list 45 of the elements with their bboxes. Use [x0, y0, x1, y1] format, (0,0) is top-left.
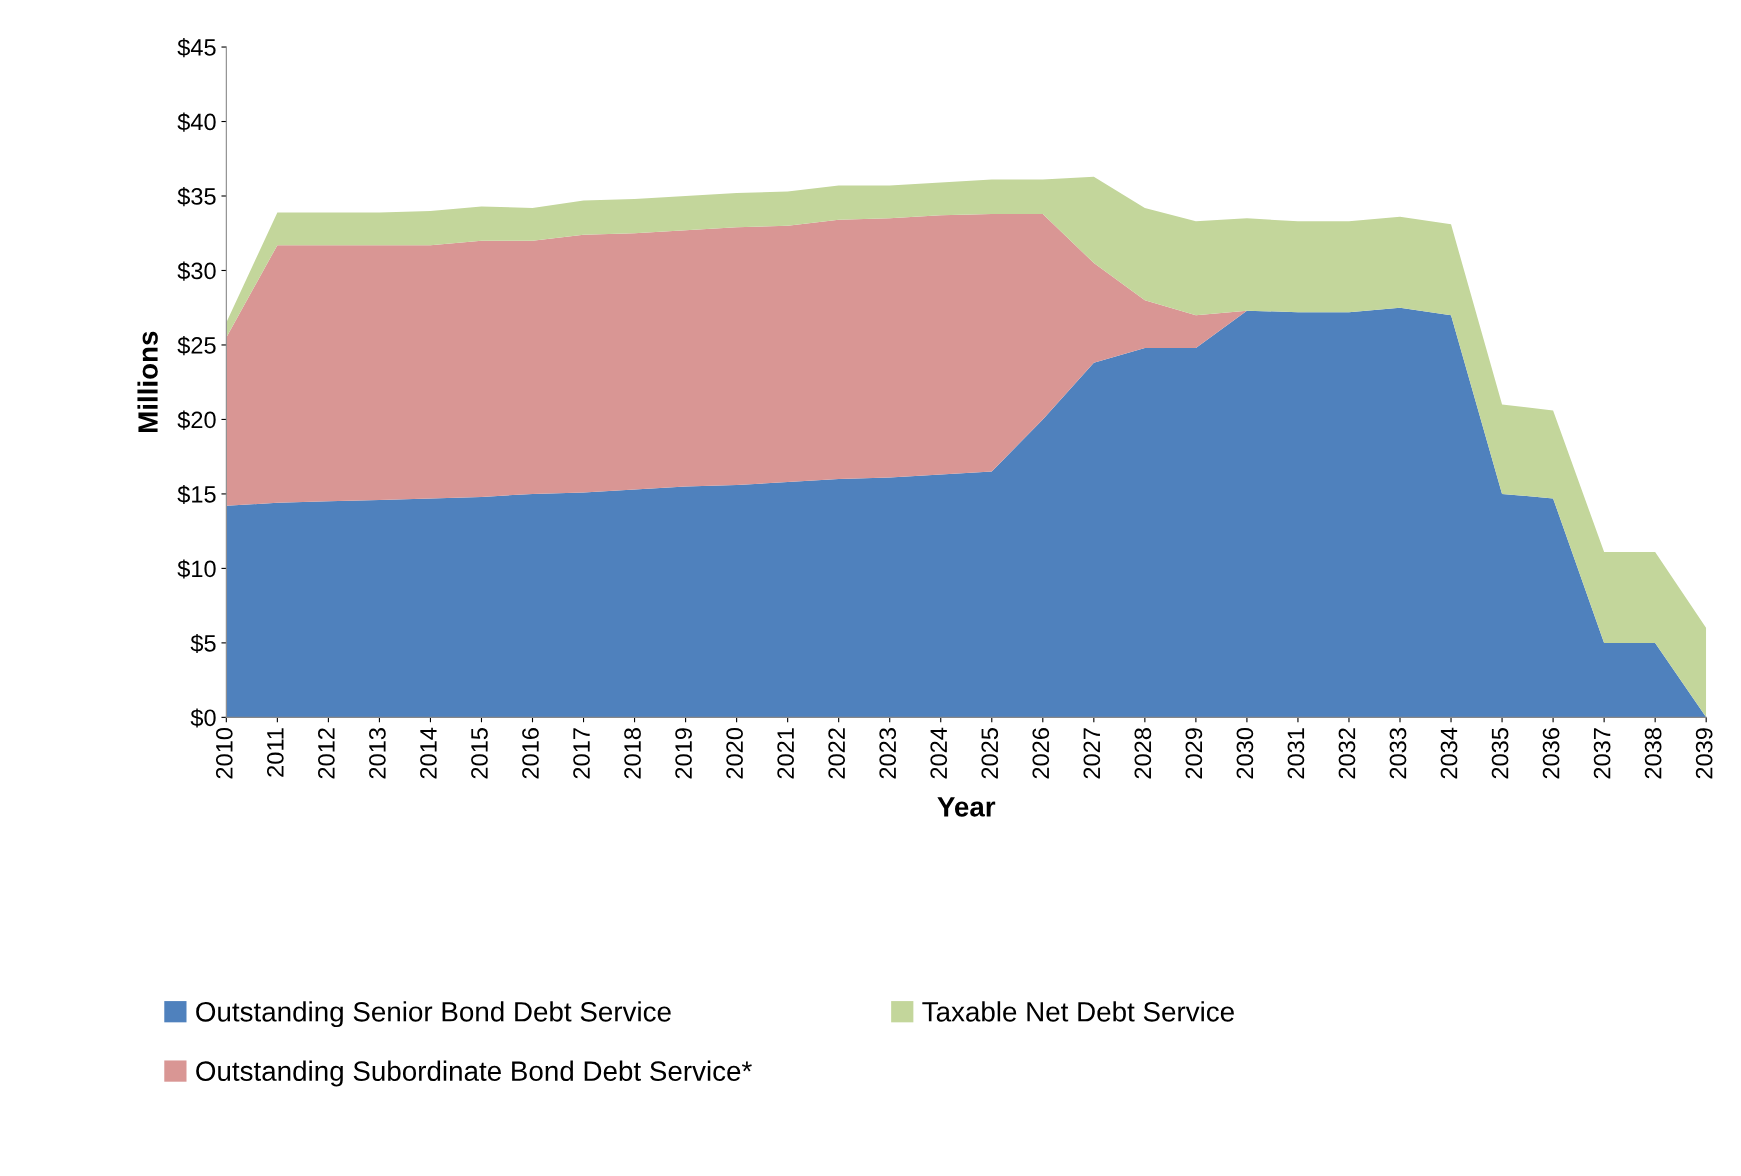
x-tick-label: 2028: [1134, 728, 1152, 779]
y-tick-label: $45: [177, 38, 216, 58]
x-tick-label: 2039: [1695, 728, 1713, 779]
x-tick-label: 2023: [879, 728, 897, 779]
x-tick-label: 2024: [930, 727, 948, 779]
y-tick-label: $35: [177, 187, 216, 207]
y-axis-title: Millions: [137, 331, 158, 433]
x-axis-title: Year: [937, 797, 996, 817]
x-tick-label: 2027: [1083, 728, 1101, 779]
x-tick-label: 2025: [981, 728, 999, 779]
x-tick-label: 2026: [1032, 728, 1050, 779]
x-tick-label: 2034: [1440, 727, 1458, 779]
y-tick-label: $0: [190, 708, 216, 728]
x-tick-label: 2018: [624, 728, 641, 779]
legend-label: Outstanding Senior Bond Debt Service: [196, 1001, 671, 1028]
y-tick-label: $15: [177, 485, 216, 505]
x-tick-label: 2031: [1287, 728, 1305, 779]
x-tick-label: 2021: [777, 728, 794, 779]
x-tick-label: 2011: [266, 728, 284, 777]
x-tick-label: 2033: [1389, 728, 1407, 779]
x-tick-label: 2010: [215, 728, 233, 779]
x-tick-label: 2019: [675, 728, 692, 779]
x-tick-label: 2015: [471, 728, 488, 779]
x-tick-label: 2037: [1593, 728, 1611, 779]
y-tick-label: $30: [177, 261, 216, 281]
x-tick-label: 2036: [1542, 728, 1560, 779]
y-tick-label: $5: [190, 633, 216, 654]
x-tick-label: 2013: [369, 728, 386, 779]
x-tick-label: 2038: [1644, 728, 1662, 779]
legend-label: Outstanding Subordinate Bond Debt Service*: [196, 1060, 752, 1087]
x-tick-label: 2030: [1236, 728, 1254, 779]
x-tick-label: 2020: [726, 728, 743, 779]
y-tick-label: $10: [177, 559, 216, 579]
x-tick-label: 2022: [828, 728, 846, 779]
y-tick-label: $20: [177, 410, 216, 430]
x-tick-label: 2032: [1338, 728, 1356, 779]
y-tick-label: $40: [177, 112, 216, 132]
x-tick-label: 2012: [318, 728, 335, 779]
x-tick-label: 2035: [1491, 728, 1509, 779]
x-tick-label: 2016: [522, 728, 539, 779]
x-tick-label: 2017: [573, 728, 590, 779]
x-tick-label: 2014: [420, 727, 437, 779]
legend-label: Taxable Net Debt Service: [922, 1001, 1234, 1022]
y-tick-label: $25: [177, 336, 216, 356]
x-tick-label: 2029: [1185, 728, 1203, 779]
